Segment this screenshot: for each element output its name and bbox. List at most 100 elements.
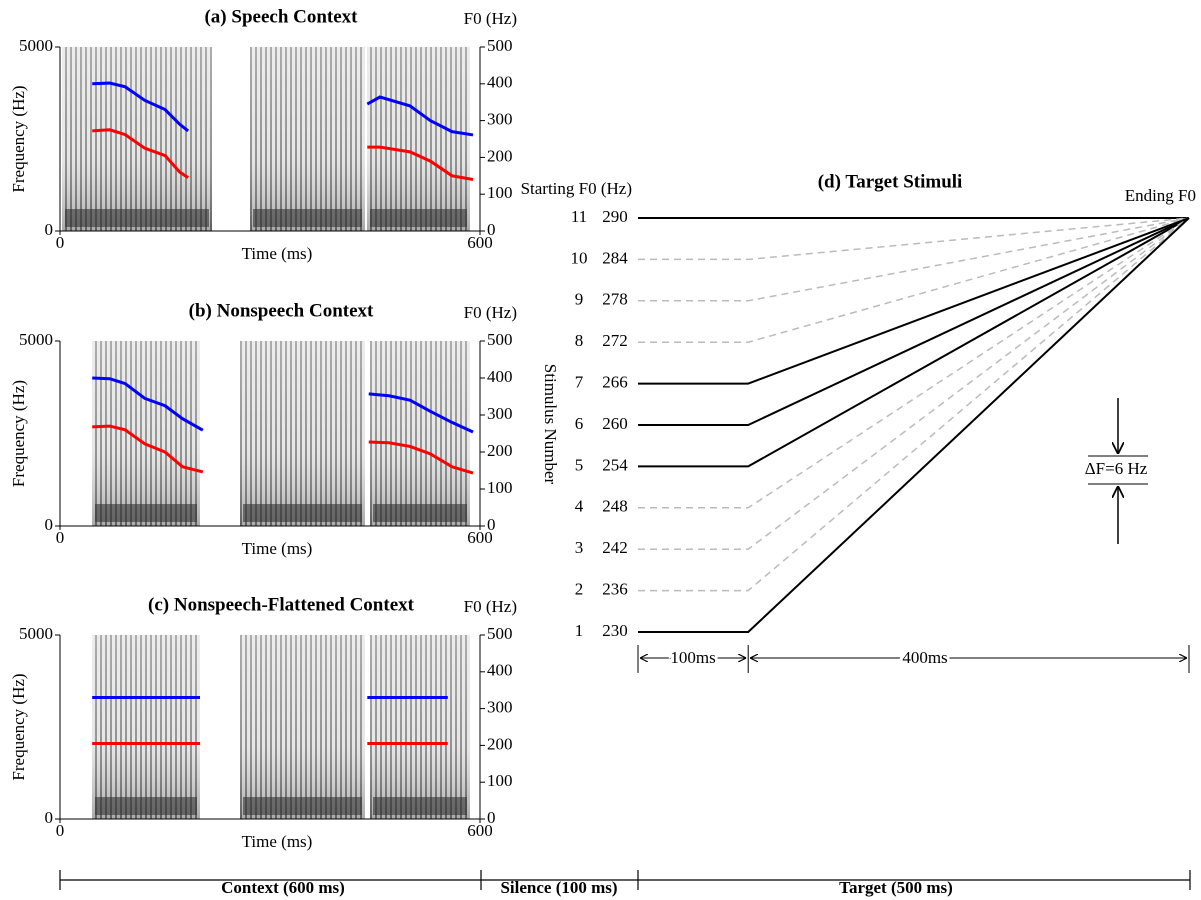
spectrogram-shade bbox=[62, 47, 212, 231]
y-tick-label: 5000 bbox=[19, 330, 53, 349]
y2-tick-label: 200 bbox=[487, 441, 513, 460]
y-tick-label: 5000 bbox=[19, 36, 53, 55]
y-tick-label: 5000 bbox=[19, 624, 53, 643]
f0-contour bbox=[92, 128, 474, 181]
low-band bbox=[370, 209, 467, 227]
low-band bbox=[95, 797, 197, 815]
stimulus-line bbox=[638, 217, 1190, 633]
y-axis-label: Stimulus Number bbox=[541, 364, 560, 485]
stimulus-number: 1 bbox=[575, 621, 584, 640]
stimulus-line bbox=[638, 217, 1190, 550]
stimulus-number: 3 bbox=[575, 538, 584, 557]
x-axis-label: Time (ms) bbox=[242, 832, 313, 851]
stimulus-line bbox=[638, 217, 1190, 426]
start-f0: 230 bbox=[602, 621, 628, 640]
stimulus-line bbox=[638, 217, 1190, 302]
x-tick-label: 0 bbox=[56, 233, 65, 252]
stimulus-number: 8 bbox=[575, 331, 584, 350]
stimulus-number: 10 bbox=[571, 248, 588, 267]
y2-tick-label: 0 bbox=[487, 808, 496, 827]
spectrogram-shade bbox=[240, 635, 365, 819]
f0-contour bbox=[92, 376, 474, 434]
start-f0: 278 bbox=[602, 290, 628, 309]
timeline-label: Silence (100 ms) bbox=[500, 878, 617, 897]
chart-title: (a) Speech Context bbox=[204, 6, 358, 27]
timeline-label: Context (600 ms) bbox=[221, 878, 345, 897]
stimulus-line bbox=[638, 217, 1190, 592]
spectrogram-shade bbox=[240, 341, 365, 526]
y-tick-label: 0 bbox=[45, 220, 54, 239]
low-band bbox=[95, 504, 197, 522]
x-tick-label: 0 bbox=[56, 821, 65, 840]
y2-tick-label: 300 bbox=[487, 404, 513, 423]
start-f0: 272 bbox=[602, 331, 628, 350]
y2-axis-label: F0 (Hz) bbox=[464, 597, 517, 616]
low-band bbox=[373, 504, 467, 522]
x-tick-label: 600 bbox=[467, 528, 493, 547]
stimulus-number: 11 bbox=[571, 207, 587, 226]
stimulus-line bbox=[638, 217, 1190, 468]
start-f0: 248 bbox=[602, 497, 628, 516]
start-f0: 260 bbox=[602, 414, 628, 433]
y-axis-label: Frequency (Hz) bbox=[9, 85, 28, 192]
y2-axis-label: F0 (Hz) bbox=[464, 303, 517, 322]
y-axis-label: Frequency (Hz) bbox=[9, 380, 28, 487]
stimulus-line bbox=[638, 217, 1190, 343]
y2-tick-label: 400 bbox=[487, 661, 513, 680]
start-f0: 242 bbox=[602, 538, 628, 557]
y2-tick-label: 100 bbox=[487, 183, 513, 202]
start-label: Starting F0 (Hz) bbox=[521, 179, 632, 198]
stimulus-line bbox=[638, 217, 1190, 261]
spectrogram-shade bbox=[370, 341, 470, 526]
chart-title: (d) Target Stimuli bbox=[818, 171, 963, 192]
y2-tick-label: 400 bbox=[487, 367, 513, 386]
stimulus-number: 4 bbox=[575, 497, 584, 516]
stimulus-line bbox=[638, 217, 1190, 385]
y2-tick-label: 200 bbox=[487, 734, 513, 753]
f0-contour bbox=[92, 81, 474, 137]
timeline-label: Target (500 ms) bbox=[839, 878, 953, 897]
start-f0: 266 bbox=[602, 373, 628, 392]
start-f0: 236 bbox=[602, 580, 628, 599]
dimension-label: 400ms bbox=[902, 648, 947, 667]
chart-title: (b) Nonspeech Context bbox=[189, 300, 374, 321]
y2-axis-label: F0 (Hz) bbox=[464, 9, 517, 28]
y2-tick-label: 500 bbox=[487, 36, 513, 55]
y-tick-label: 0 bbox=[45, 808, 54, 827]
stimulus-number: 9 bbox=[575, 290, 584, 309]
stimulus-number: 2 bbox=[575, 580, 584, 599]
low-band bbox=[243, 797, 362, 815]
x-axis-label: Time (ms) bbox=[242, 244, 313, 263]
spectrogram-shade bbox=[370, 635, 470, 819]
low-band bbox=[373, 797, 467, 815]
timeline bbox=[59, 870, 1191, 890]
y-axis-label: Frequency (Hz) bbox=[9, 673, 28, 780]
f0-contour bbox=[92, 424, 474, 475]
end-label: Ending F0 bbox=[1125, 186, 1196, 205]
stimulus-number: 6 bbox=[575, 414, 584, 433]
low-band bbox=[65, 209, 209, 227]
dimension-label: 100ms bbox=[670, 648, 715, 667]
x-tick-label: 600 bbox=[467, 233, 493, 252]
y2-tick-label: 100 bbox=[487, 771, 513, 790]
stimulus-number: 5 bbox=[575, 455, 584, 474]
x-axis-label: Time (ms) bbox=[242, 539, 313, 558]
y2-tick-label: 500 bbox=[487, 624, 513, 643]
x-tick-label: 600 bbox=[467, 821, 493, 840]
y-tick-label: 0 bbox=[45, 515, 54, 534]
spectrogram-shade bbox=[367, 47, 470, 231]
y2-tick-label: 300 bbox=[487, 110, 513, 129]
stimulus-number: 7 bbox=[575, 373, 584, 392]
y2-tick-label: 400 bbox=[487, 73, 513, 92]
low-band bbox=[253, 209, 362, 227]
y2-tick-label: 0 bbox=[487, 515, 496, 534]
start-f0: 284 bbox=[602, 248, 628, 267]
y2-tick-label: 500 bbox=[487, 330, 513, 349]
spectrogram-shade bbox=[250, 47, 365, 231]
chart-title: (c) Nonspeech-Flattened Context bbox=[148, 594, 415, 615]
delta-label: ΔF=6 Hz bbox=[1085, 459, 1148, 478]
low-band bbox=[243, 504, 362, 522]
spectrogram-shade bbox=[92, 341, 200, 526]
y2-tick-label: 200 bbox=[487, 146, 513, 165]
